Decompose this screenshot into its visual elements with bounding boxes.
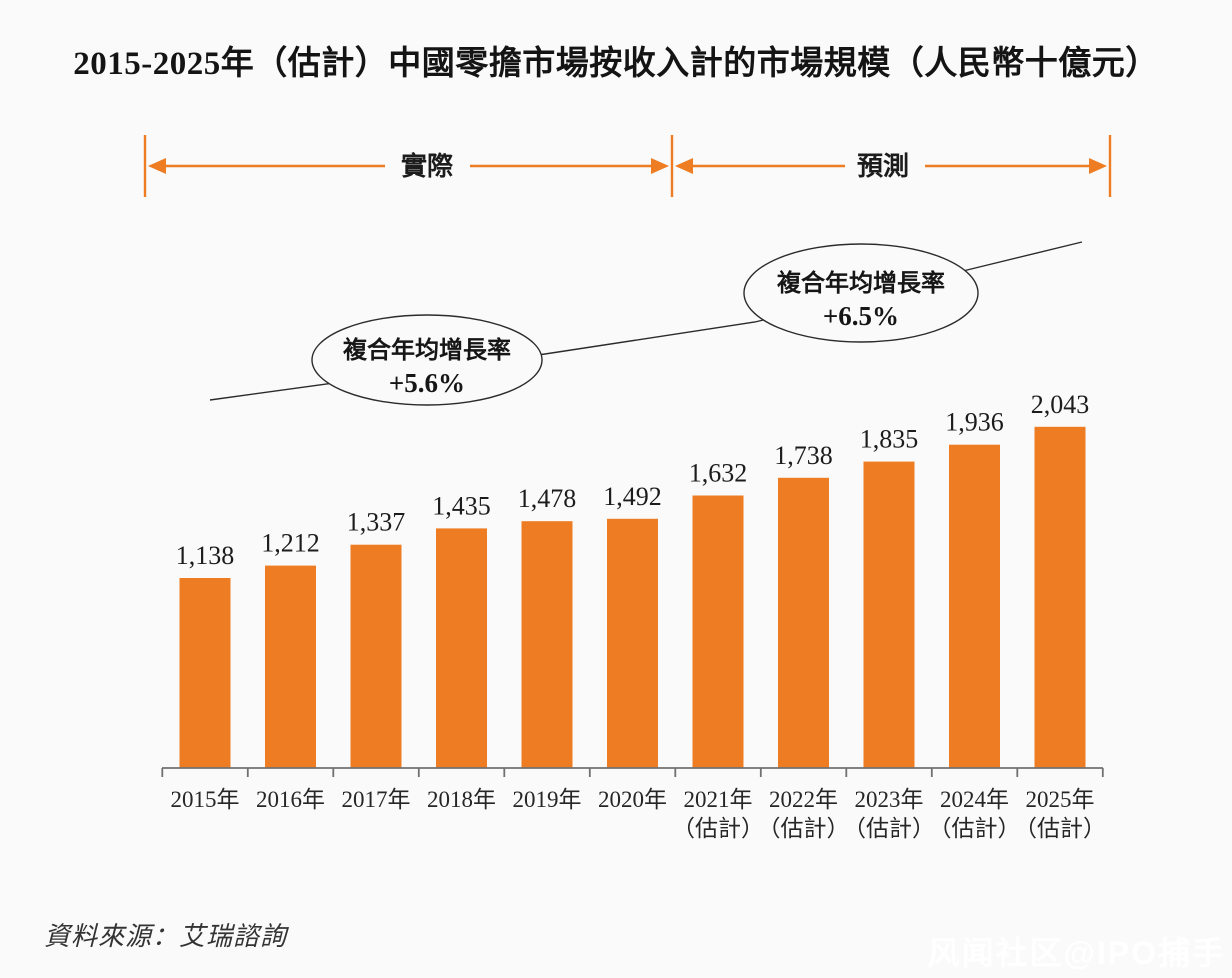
bar-value-label-2018: 1,435: [432, 491, 491, 520]
cagr-actual-label: 複合年均增長率: [343, 336, 511, 364]
source-note: 資料來源：艾瑞諮詢: [44, 922, 288, 951]
chart-title: 2015-2025年（估計）中國零擔市場按收入計的市場規模（人民幣十億元）: [73, 46, 1159, 82]
bar-value-label-2017: 1,337: [347, 508, 406, 537]
x-axis-ticks: [161, 768, 1104, 777]
x-tick-label-2015: 2015年: [171, 787, 240, 812]
bar-value-label-2023: 1,835: [860, 425, 919, 454]
bar-chart: 複合年均增長率 +5.6% 複合年均增長率 +6.5% 1,138 1,2121,…: [161, 241, 1107, 841]
x-tick-label-2022: 2022年: [769, 787, 838, 812]
bar-2018: [436, 528, 487, 768]
bar-2023: [863, 461, 915, 768]
bar-2020: [607, 518, 658, 768]
x-tick-sublabel-2023: （估計）: [843, 816, 935, 841]
bar-2017: [350, 544, 402, 768]
bar-2016: [265, 565, 316, 768]
bar-2015: [179, 578, 231, 768]
bar-value-label-2021: 1,632: [689, 459, 748, 488]
bar-2024: [949, 444, 1000, 768]
bar-value-label-2024: 1,936: [945, 408, 1004, 437]
x-tick-label-2025: 2025年: [1026, 787, 1095, 812]
x-tick-label-2016: 2016年: [256, 787, 325, 812]
arrow-right-head-icon: [651, 158, 669, 174]
x-tick-sublabel-2022: （估計）: [758, 816, 850, 841]
value-labels: 1,138 1,212 1,337 1,435 1,478 1,492 1,632 1,738…: [176, 390, 1090, 570]
x-tick-label-2017: 2017年: [342, 787, 411, 812]
x-tick-label-2021: 2021年: [684, 787, 753, 812]
actual-band-label: 實際: [401, 151, 453, 181]
cagr-forecast-bubble: [743, 243, 979, 343]
cagr-forecast-value: +6.5%: [823, 301, 899, 331]
cagr-forecast-label: 複合年均增長率: [777, 269, 945, 297]
x-tick-sublabel-2025: （估計）: [1014, 816, 1106, 841]
x-axis-labels: 2015年 2016年 2017年 2018年 2019年 2020年 2021年（估計）2…: [171, 787, 1107, 841]
cagr-actual-bubble: [311, 314, 543, 406]
forecast-period-arrow: [675, 158, 1107, 174]
bar-2021: [692, 495, 744, 768]
bar-value-label-2015: 1,138: [176, 541, 235, 570]
forecast-band-label: 預測: [857, 152, 909, 181]
x-tick-label-2019: 2019年: [513, 787, 582, 812]
x-tick-label-2024: 2024年: [940, 787, 1009, 812]
arrow-right-head-icon: [1089, 158, 1107, 174]
bar-value-label-2025: 2,043: [1031, 390, 1090, 419]
actual-period-arrow: [148, 158, 669, 174]
bar-value-label-2019: 1,478: [518, 484, 577, 513]
bar-2025: [1034, 426, 1086, 768]
x-tick-label-2023: 2023年: [855, 787, 924, 812]
bar-value-label-2016: 1,212: [261, 529, 320, 558]
x-tick-sublabel-2021: （估計）: [672, 816, 764, 841]
bar-value-label-2020: 1,492: [603, 482, 662, 511]
period-arrows: 實際 預測: [143, 135, 1112, 197]
watermark: 风闻社区@IPO捕手: [927, 935, 1226, 971]
bars: [179, 426, 1086, 768]
bar-value-label-2022: 1,738: [774, 441, 833, 470]
arrow-left-head-icon: [675, 158, 693, 174]
bar-2022: [778, 477, 829, 768]
bar-2019: [521, 521, 573, 768]
cagr-actual-value: +5.6%: [389, 368, 465, 398]
x-tick-sublabel-2024: （估計）: [929, 816, 1021, 841]
x-tick-label-2018: 2018年: [427, 787, 496, 812]
x-tick-label-2020: 2020年: [598, 787, 667, 812]
arrow-left-head-icon: [148, 158, 166, 174]
